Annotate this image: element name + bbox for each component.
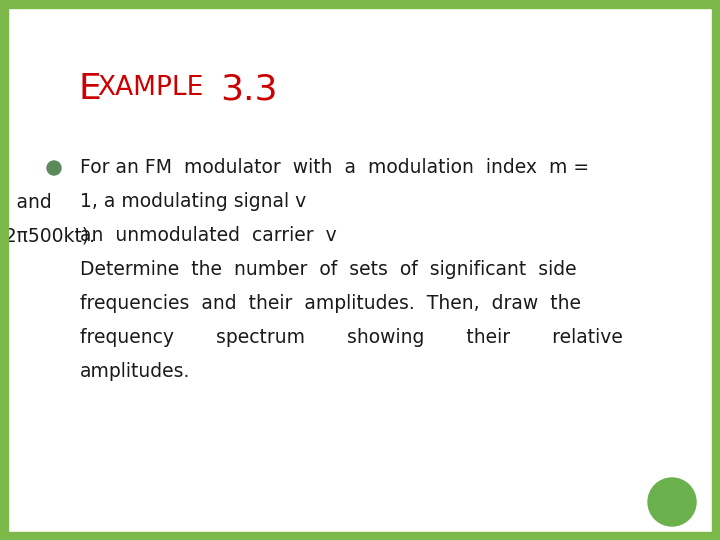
Text: For an FM  modulator  with  a  modulation  index  m =: For an FM modulator with a modulation in… [80, 158, 589, 177]
Text: Determine  the  number  of  sets  of  significant  side: Determine the number of sets of signific… [80, 260, 577, 279]
Circle shape [47, 161, 61, 175]
Text: an  unmodulated  carrier  v: an unmodulated carrier v [0, 539, 1, 540]
Text: m: m [0, 539, 1, 540]
Text: 1, a modulating signal v: 1, a modulating signal v [0, 539, 1, 540]
Circle shape [648, 478, 696, 526]
Text: frequencies  and  their  amplitudes.  Then,  draw  the: frequencies and their amplitudes. Then, … [80, 294, 581, 313]
Bar [0, 0, 720, 8]
Bar [0, 532, 720, 540]
Text: (t) = V: (t) = V [0, 539, 1, 540]
Text: frequency       spectrum       showing       their       relative: frequency spectrum showing their relativ… [80, 328, 623, 347]
Text: sin(2π1000t), and: sin(2π1000t), and [0, 192, 52, 211]
Text: c: c [0, 539, 1, 540]
Text: an  unmodulated  carrier  v: an unmodulated carrier v [80, 226, 337, 245]
Text: (t)  =  10sin(2π500kt).: (t) = 10sin(2π500kt). [0, 226, 95, 245]
Text: 3.3: 3.3 [220, 72, 277, 106]
Bar [0, 0, 8, 540]
Text: amplitudes.: amplitudes. [80, 362, 190, 381]
Text: XAMPLE: XAMPLE [97, 75, 203, 101]
Text: m: m [0, 539, 1, 540]
Bar [712, 0, 720, 540]
Text: E: E [78, 72, 101, 106]
Text: 1, a modulating signal v: 1, a modulating signal v [80, 192, 306, 211]
